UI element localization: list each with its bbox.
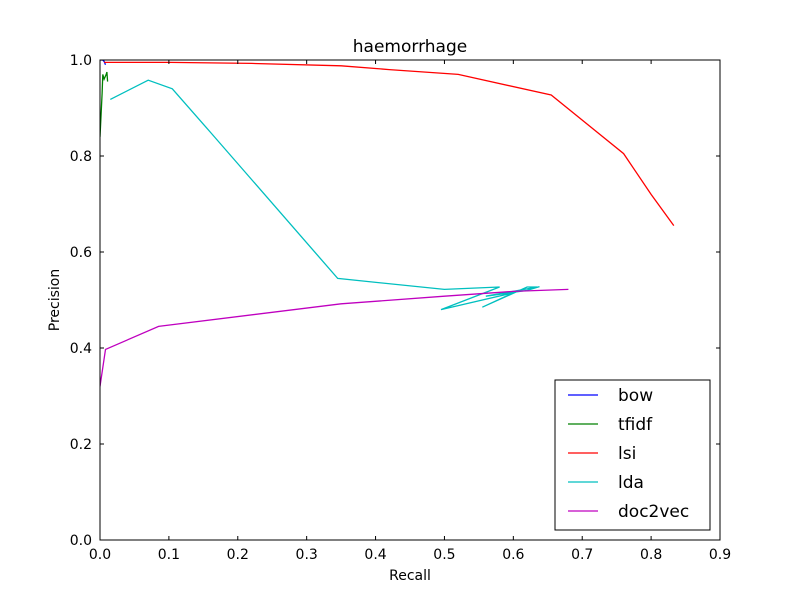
y-axis-label: Precision: [47, 269, 63, 331]
y-tick-label: 0.0: [70, 533, 92, 549]
series-line-tfidf: [100, 71, 109, 137]
x-tick-label: 0.8: [640, 547, 662, 563]
x-tick-label: 0.6: [502, 547, 524, 563]
legend-label-lda: lda: [618, 473, 644, 493]
legend: bow tfidf lsi lda doc2vec: [554, 379, 711, 531]
x-tick-label: 0.1: [158, 547, 180, 563]
series-line-lsi: [104, 61, 675, 226]
x-tick-label: 0.2: [227, 547, 249, 563]
legend-label-bow: bow: [618, 386, 653, 406]
legend-label-tfidf: tfidf: [618, 415, 653, 435]
x-tick-label: 0.9: [709, 547, 731, 563]
chart-title: haemorrhage: [353, 37, 467, 57]
x-tick-label: 0.4: [364, 547, 386, 563]
y-tick-label: 0.6: [70, 245, 92, 261]
legend-label-lsi: lsi: [618, 444, 636, 464]
plot-frame: [99, 59, 721, 541]
x-tick-label: 0.5: [433, 547, 455, 563]
legend-box: [554, 379, 711, 531]
y-tick-label: 0.4: [70, 341, 92, 357]
y-tick-label: 0.8: [70, 149, 92, 165]
legend-label-doc2vec: doc2vec: [618, 502, 689, 522]
y-tick-label: 1.0: [70, 53, 92, 69]
x-tick-label: 0.0: [89, 547, 111, 563]
x-tick-label: 0.3: [296, 547, 318, 563]
y-tick-label: 0.2: [70, 437, 92, 453]
series-line-doc2vec: [100, 288, 569, 387]
x-tick-label: 0.7: [571, 547, 593, 563]
series-line-lda: [110, 79, 540, 311]
x-axis-label: Recall: [389, 568, 431, 584]
